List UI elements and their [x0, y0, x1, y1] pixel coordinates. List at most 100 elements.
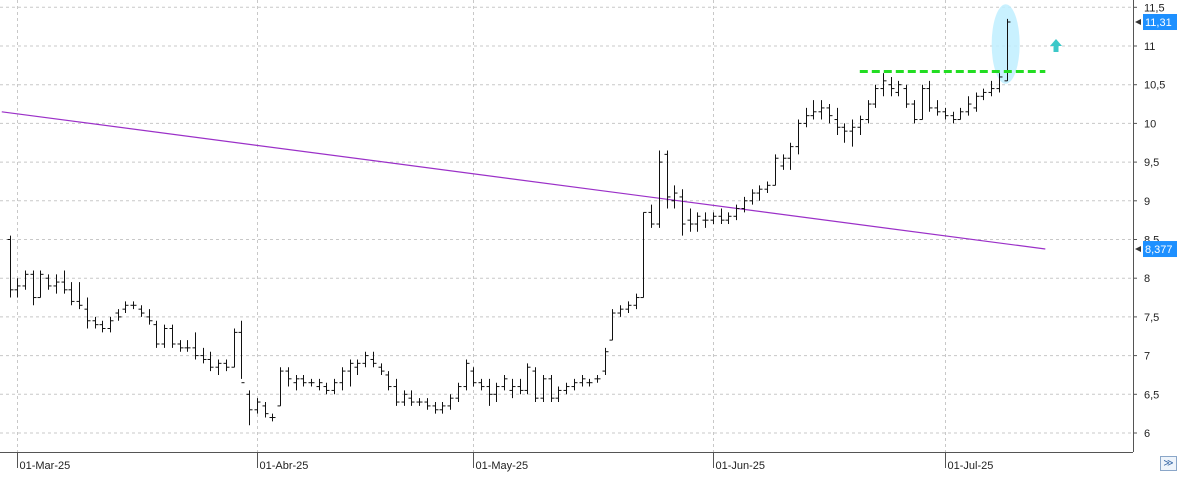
ohlc-bar — [625, 301, 632, 314]
moving-average-line — [1, 111, 1046, 250]
ohlc-bar — [184, 340, 191, 352]
ohlc-bar — [76, 282, 83, 310]
ohlc-bar — [269, 413, 276, 422]
ohlc-bar — [942, 107, 949, 120]
ohlc-bar — [22, 270, 29, 290]
ohlc-bar — [640, 211, 647, 299]
ohlc-bar — [277, 367, 284, 407]
ohlc-bar — [223, 359, 230, 372]
ohlc-bar — [509, 378, 516, 399]
ohlc-bar — [84, 297, 91, 329]
ohlc-bar — [849, 119, 856, 147]
ohlc-bar — [826, 104, 833, 124]
ohlc-bar — [393, 378, 400, 406]
ohlc-bar — [795, 119, 802, 155]
ohlc-bar — [532, 367, 539, 403]
ohlc-bar — [563, 382, 570, 395]
ohlc-bar — [671, 185, 678, 209]
ohlc-bar — [903, 84, 910, 108]
ohlc-bar — [664, 150, 671, 209]
ohlc-bar — [238, 320, 245, 384]
ohlc-bar — [749, 189, 756, 205]
last-price-tag-box — [1143, 14, 1177, 31]
x-tick-label: 01-May-25 — [476, 460, 529, 472]
ohlc-bar — [594, 374, 601, 383]
ohlc-bar — [524, 363, 531, 395]
ohlc-bar — [996, 73, 1003, 93]
y-tick-label: 10,5 — [1144, 80, 1165, 92]
ohlc-bar — [14, 278, 21, 298]
breakout-highlight — [991, 4, 1020, 84]
ohlc-bar — [347, 359, 354, 387]
ohlc-bar — [818, 100, 825, 120]
y-tick-label: 9,5 — [1144, 157, 1159, 169]
ohlc-bar — [138, 305, 145, 317]
ohlc-bar — [323, 382, 330, 395]
ohlc-bar — [146, 309, 153, 325]
ohlc-bar — [192, 332, 199, 360]
ohlc-bar — [424, 398, 431, 410]
ohlc-bar — [331, 378, 338, 395]
x-tick-label: 01-Mar-25 — [20, 460, 71, 472]
ma-value-tag-box — [1143, 241, 1177, 258]
ohlc-bar — [934, 100, 941, 116]
ohlc-bar — [555, 386, 562, 403]
ohlc-bar — [401, 390, 408, 406]
ohlc-bar — [439, 402, 446, 414]
ohlc-bar — [872, 84, 879, 108]
ohlc-bar — [285, 367, 292, 387]
ohlc-bar — [254, 398, 261, 414]
ohlc-bar — [764, 181, 771, 194]
ohlc-bar — [810, 100, 817, 120]
ohlc-bar — [215, 359, 222, 375]
ohlc-bar — [493, 382, 500, 403]
ohlc-bar — [37, 270, 44, 299]
ma-value-tag-label: 8,377 — [1145, 244, 1173, 256]
ohlc-bar — [7, 235, 14, 298]
ohlc-bar — [679, 189, 686, 236]
ohlc-bar — [153, 320, 160, 348]
ohlc-bar — [161, 324, 168, 348]
x-tick-label: 01-Jul-25 — [948, 460, 994, 472]
ohlc-bar — [122, 301, 129, 314]
ohlc-bar — [53, 274, 60, 294]
ohlc-bar — [385, 371, 392, 391]
ohlc-bar — [965, 96, 972, 116]
ohlc-bar — [408, 390, 415, 406]
ohlc-bar — [656, 150, 663, 228]
ohlc-bar — [447, 394, 454, 410]
ohlc-bar — [455, 382, 462, 403]
ohlc-bar — [370, 351, 377, 368]
y-tick-label: 7,5 — [1144, 312, 1159, 324]
ohlc-bar — [177, 340, 184, 352]
ohlc-bar — [617, 305, 624, 317]
ohlc-bar — [486, 378, 493, 406]
ohlc-bar — [540, 374, 547, 403]
ohlc-bar — [725, 212, 732, 225]
x-tick-label: 01-Abr-25 — [260, 460, 309, 472]
ohlc-bar — [339, 367, 346, 391]
ohlc-bar — [602, 347, 609, 375]
ohlc-bar — [880, 73, 887, 97]
ohlc-bar — [888, 76, 895, 97]
y-tick-label: 10 — [1144, 118, 1156, 130]
ohlc-bar — [579, 374, 586, 387]
ohlc-bar — [92, 316, 99, 329]
ohlc-bar — [308, 378, 315, 387]
ohlc-bar — [354, 359, 361, 375]
ohlc-bar — [687, 208, 694, 232]
plot-background — [0, 0, 1133, 452]
ohlc-bar — [841, 123, 848, 143]
y-tick-label: 6,5 — [1144, 389, 1159, 401]
ohlc-bar — [362, 351, 369, 368]
ohlc-bar — [99, 320, 106, 333]
ohlc-bar — [710, 212, 717, 225]
ohlc-bar — [416, 398, 423, 406]
ohlc-bar — [988, 80, 995, 97]
x-tick-label: 01-Jun-25 — [716, 460, 766, 472]
y-tick-label: 11,5 — [1144, 2, 1165, 14]
double-chevron-down-icon[interactable]: ≫ — [1160, 456, 1177, 471]
y-tick-label: 11 — [1144, 41, 1155, 53]
